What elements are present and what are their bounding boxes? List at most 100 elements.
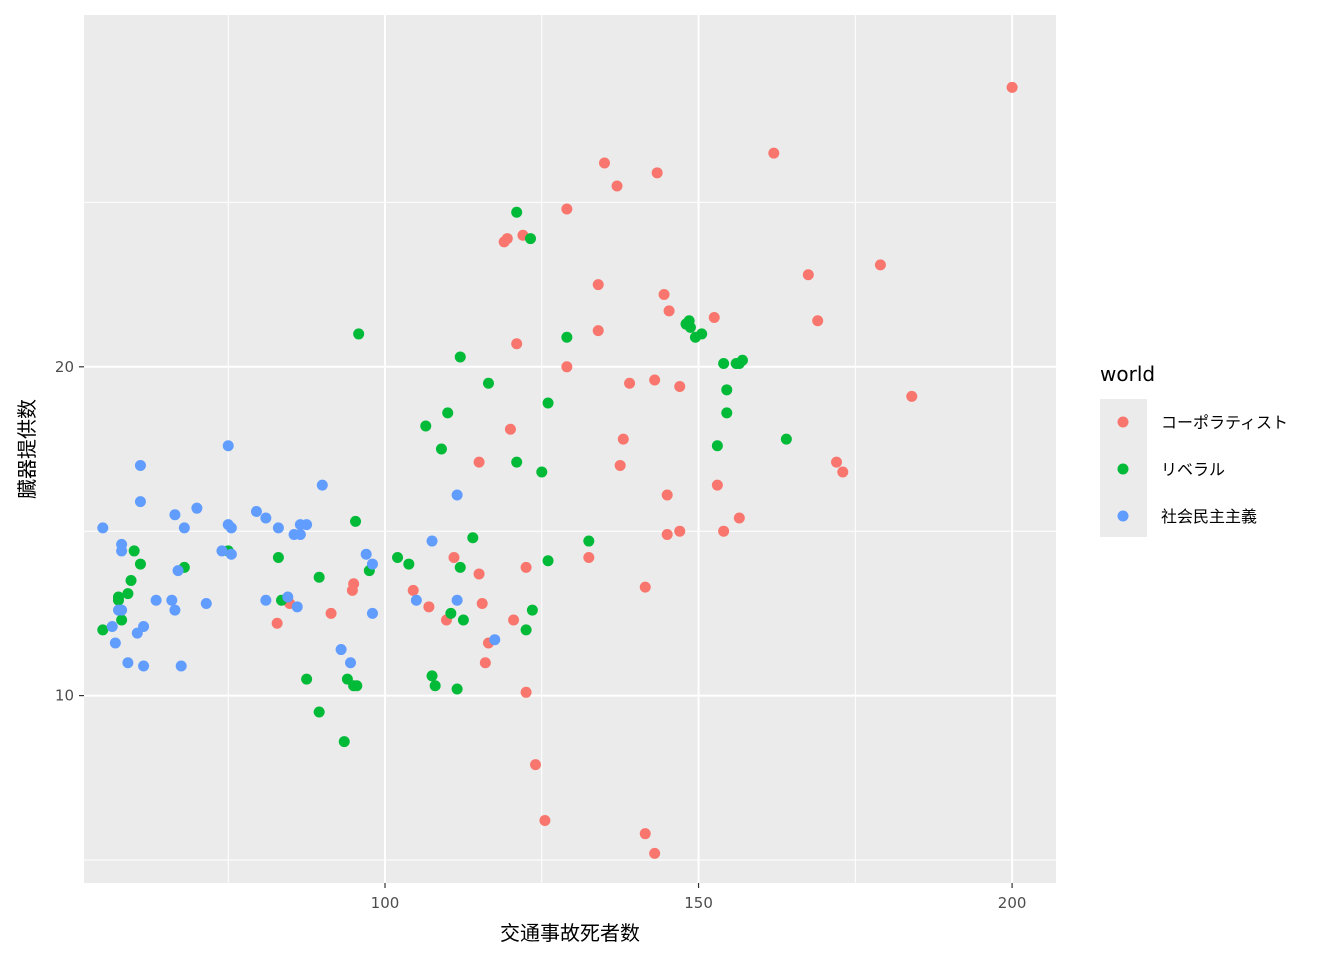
legend-title: world xyxy=(1100,362,1155,386)
data-point xyxy=(272,552,284,563)
data-point xyxy=(561,361,573,373)
data-point xyxy=(561,331,573,343)
data-point xyxy=(476,598,488,610)
data-point xyxy=(225,522,237,534)
data-point xyxy=(583,535,595,547)
data-point xyxy=(451,594,463,606)
data-point xyxy=(116,604,128,616)
data-point xyxy=(271,617,283,629)
data-point xyxy=(663,305,675,317)
data-point xyxy=(718,525,730,537)
data-point xyxy=(473,456,485,468)
data-point xyxy=(467,532,479,544)
data-point xyxy=(874,259,886,271)
x-tick-label: 150 xyxy=(684,894,713,912)
data-point xyxy=(97,624,109,636)
data-point xyxy=(530,759,542,771)
axis-ticks xyxy=(79,366,1013,888)
data-point xyxy=(592,279,604,291)
data-point xyxy=(360,548,372,560)
legend-label: コーポラティスト xyxy=(1161,413,1288,432)
y-tick-label: 20 xyxy=(55,358,74,376)
y-axis-title: 臓器提供数 xyxy=(15,399,39,499)
data-point xyxy=(624,377,636,389)
data-point xyxy=(661,489,673,501)
data-point xyxy=(598,157,610,169)
data-point xyxy=(611,180,623,192)
data-point xyxy=(282,591,294,603)
data-point xyxy=(457,614,469,626)
data-point xyxy=(291,601,303,613)
data-point xyxy=(134,459,146,471)
data-point xyxy=(392,552,404,563)
data-point xyxy=(225,548,237,560)
data-point xyxy=(166,594,178,606)
data-point xyxy=(448,552,460,563)
data-point xyxy=(150,594,162,606)
data-point xyxy=(837,466,849,478)
data-point xyxy=(711,479,723,491)
data-point xyxy=(426,670,438,682)
data-point xyxy=(718,358,730,370)
data-point xyxy=(351,680,363,692)
data-point xyxy=(473,568,485,580)
data-point xyxy=(768,147,780,159)
legend-key xyxy=(1117,510,1129,522)
data-point xyxy=(520,561,532,573)
x-tick-label: 200 xyxy=(998,894,1027,912)
data-point xyxy=(639,828,651,840)
data-point xyxy=(222,440,234,452)
data-point xyxy=(736,354,748,366)
data-point xyxy=(511,206,523,218)
data-point xyxy=(426,535,438,547)
data-point xyxy=(350,515,362,527)
data-point xyxy=(906,390,918,402)
data-point xyxy=(169,509,181,521)
data-point xyxy=(178,522,190,534)
data-point xyxy=(583,552,595,563)
data-point xyxy=(689,331,701,343)
data-point xyxy=(346,584,358,596)
data-point xyxy=(216,545,228,557)
data-point xyxy=(335,644,347,656)
legend-key xyxy=(1117,463,1129,475)
data-point xyxy=(508,614,520,626)
data-point xyxy=(831,456,843,468)
data-point xyxy=(733,512,745,524)
data-point xyxy=(649,374,661,386)
data-point xyxy=(711,440,723,452)
data-point xyxy=(520,624,532,636)
data-point xyxy=(366,558,378,570)
data-point xyxy=(313,571,325,583)
x-tick-label: 100 xyxy=(371,894,400,912)
data-point xyxy=(454,351,466,363)
data-point xyxy=(454,561,466,573)
data-point xyxy=(812,315,824,327)
data-point xyxy=(407,584,419,596)
data-point xyxy=(420,420,432,432)
data-point xyxy=(313,706,325,718)
data-point xyxy=(561,203,573,215)
data-point xyxy=(250,505,262,517)
data-point xyxy=(708,311,720,323)
data-point xyxy=(542,397,554,409)
data-point xyxy=(536,466,548,478)
data-point xyxy=(97,522,109,534)
data-point xyxy=(345,657,357,669)
data-point xyxy=(479,657,491,669)
x-axis-title: 交通事故死者数 xyxy=(500,921,640,945)
data-point xyxy=(134,496,146,508)
data-points xyxy=(97,81,1018,859)
data-point xyxy=(128,545,140,557)
data-point xyxy=(260,594,272,606)
data-point xyxy=(125,575,137,587)
data-point xyxy=(106,621,118,633)
data-point xyxy=(134,558,146,570)
data-point xyxy=(1006,81,1018,93)
data-point xyxy=(116,614,128,626)
data-point xyxy=(175,660,187,672)
data-point xyxy=(526,604,538,616)
